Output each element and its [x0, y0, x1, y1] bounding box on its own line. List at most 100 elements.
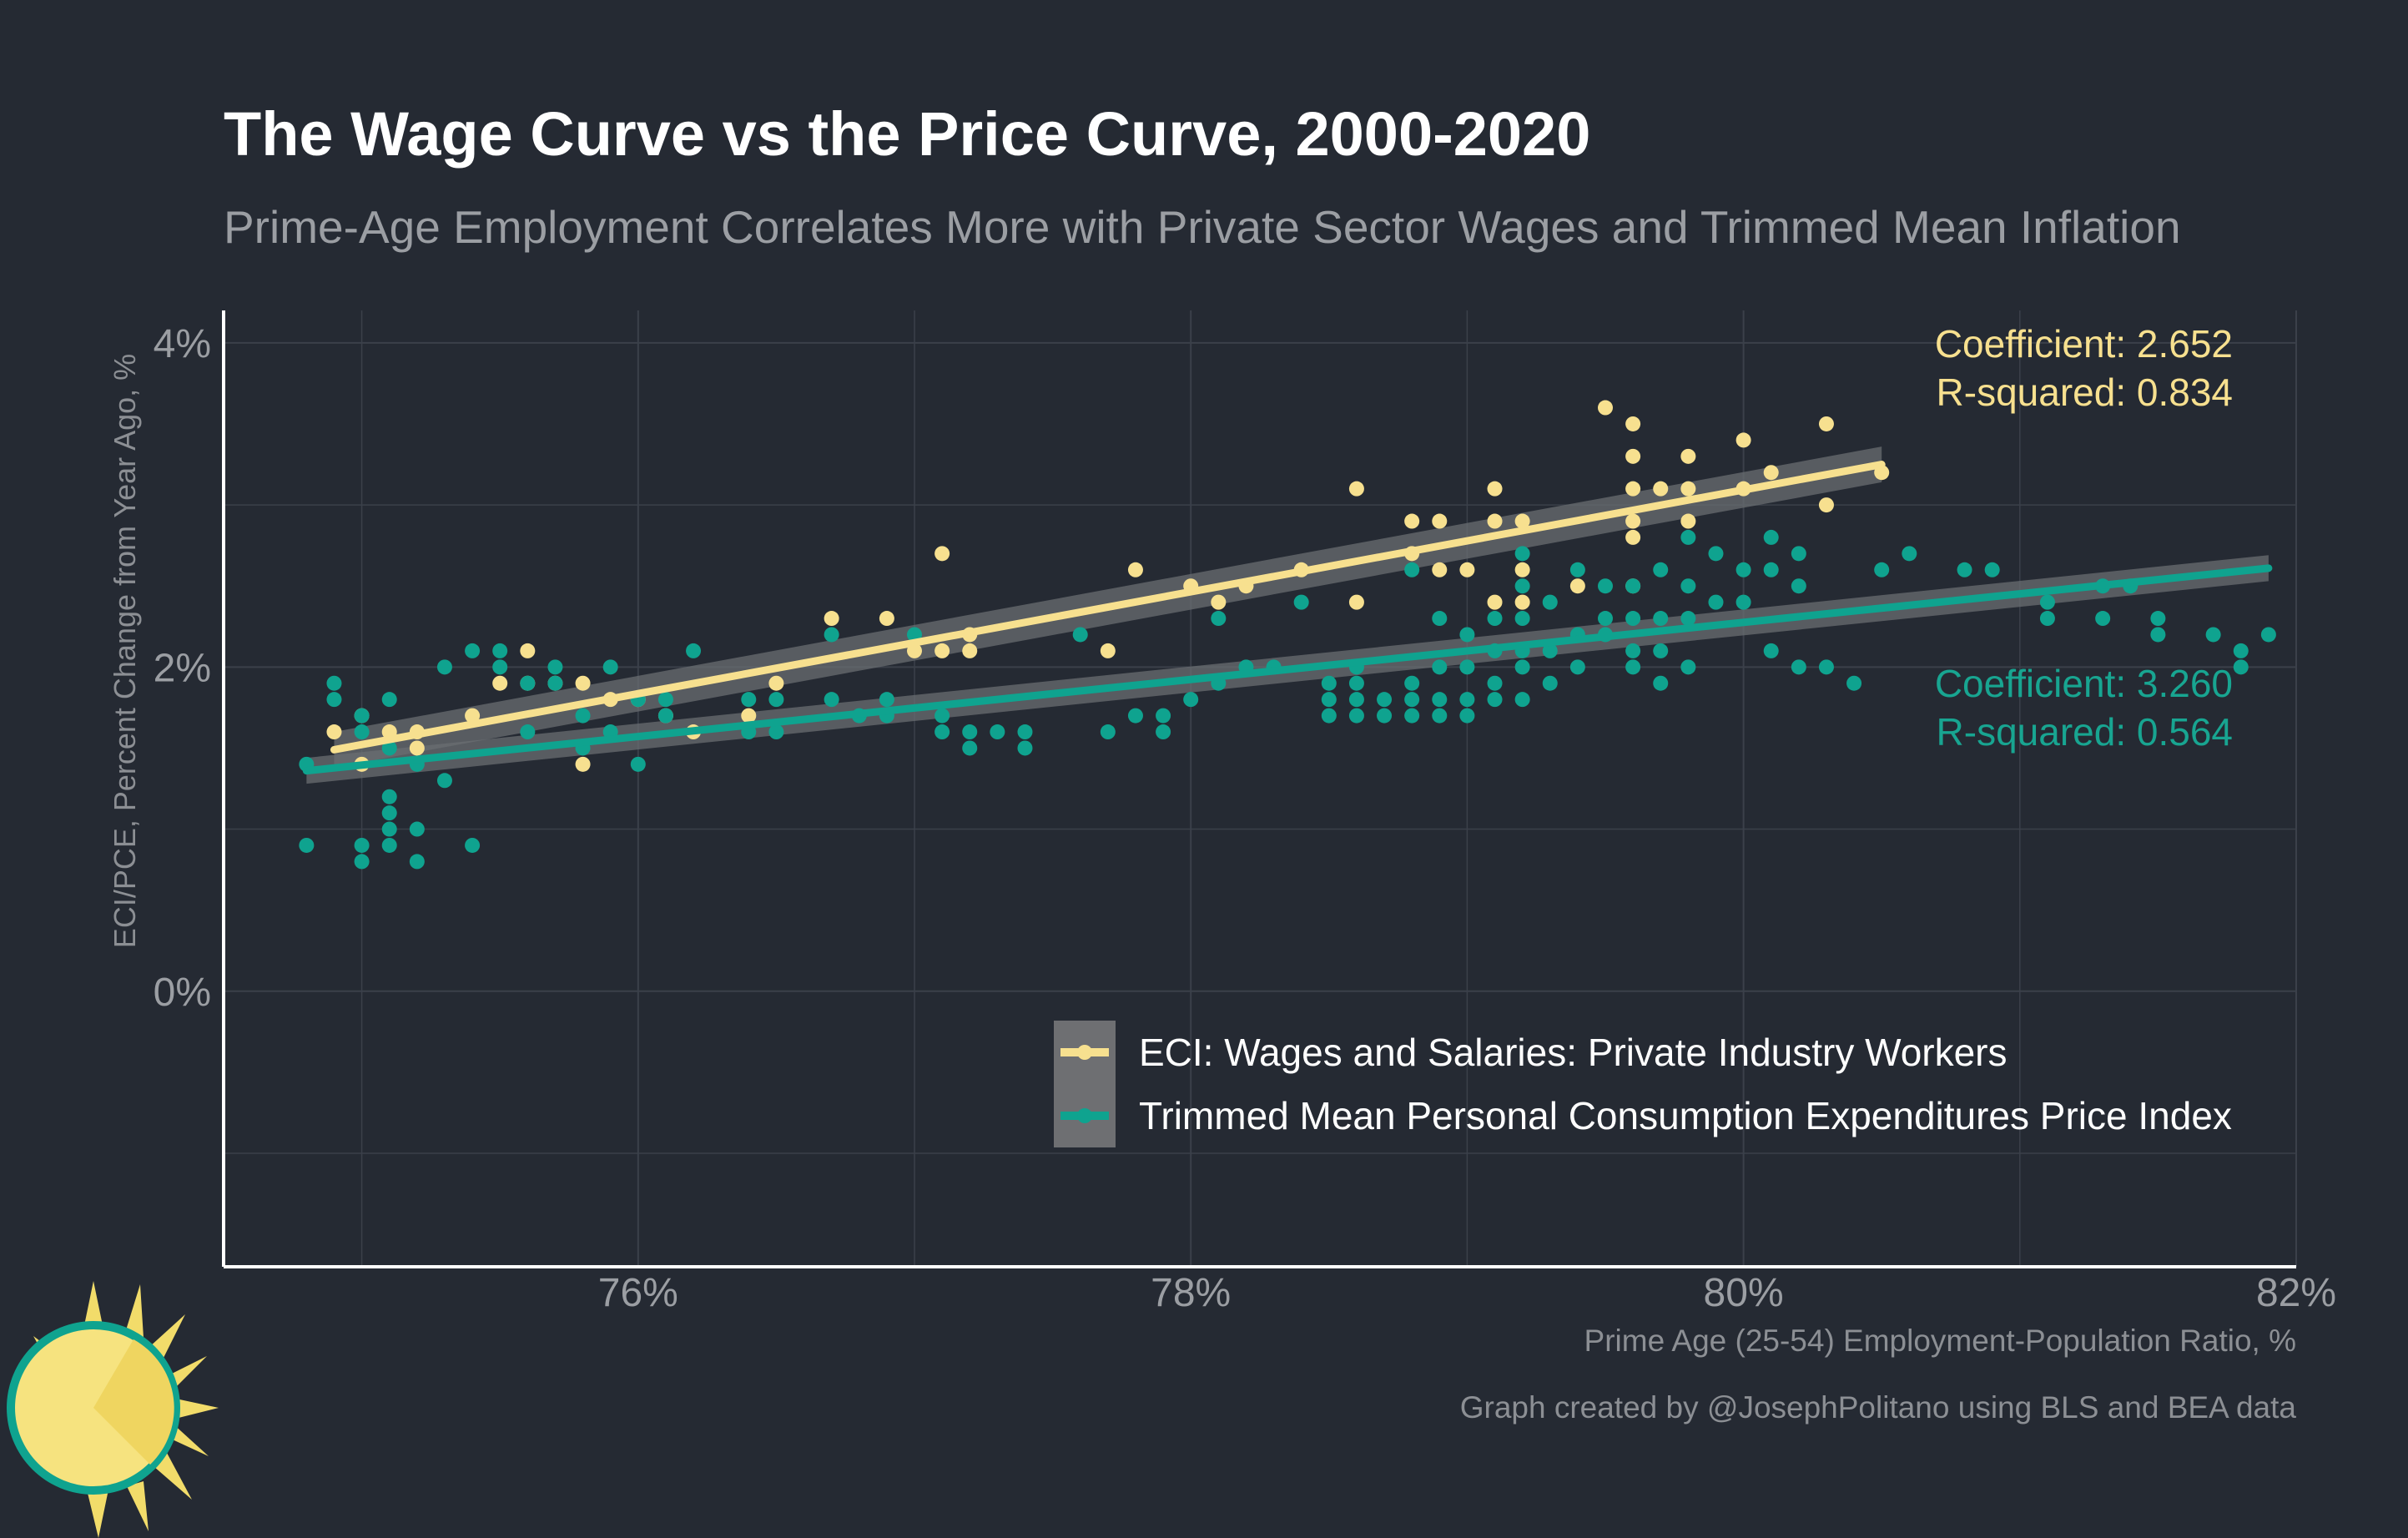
price-point	[1514, 692, 1530, 708]
wage-point	[1514, 562, 1530, 577]
chart-subtitle: Prime-Age Employment Correlates More wit…	[224, 201, 2181, 253]
wage-point	[1818, 497, 1834, 513]
wage-point	[1127, 562, 1143, 577]
wage-coefficient: Coefficient: 2.652	[1934, 322, 2233, 366]
wage-point	[741, 708, 757, 724]
price-point	[1156, 708, 1171, 724]
price-point	[1459, 708, 1475, 724]
price-point	[1791, 659, 1806, 675]
price-point	[2039, 594, 2055, 610]
price-point	[520, 675, 536, 691]
price-point	[436, 659, 452, 675]
price-point	[492, 659, 508, 675]
price-point	[1902, 546, 1917, 562]
price-point	[2233, 659, 2249, 675]
price-point	[1653, 562, 1669, 577]
price-point	[934, 724, 950, 740]
price-point	[381, 821, 397, 837]
wage-point	[1348, 481, 1364, 497]
price-point	[1404, 562, 1420, 577]
price-point	[1763, 562, 1779, 577]
price-point	[1708, 594, 1724, 610]
price-point	[1542, 675, 1558, 691]
tick-labels: 76% 78% 80% 82% 0% 2% 4%	[154, 322, 2336, 1315]
price-point	[1377, 692, 1393, 708]
price-point	[686, 643, 702, 658]
wage-fit-line	[330, 461, 1886, 754]
price-point	[326, 675, 342, 691]
price-point	[1127, 708, 1143, 724]
price-point	[1874, 562, 1890, 577]
price-point	[1321, 708, 1337, 724]
wage-point	[1100, 643, 1116, 658]
wage-point	[1432, 513, 1448, 529]
legend-label-wages: ECI: Wages and Salaries: Private Industr…	[1139, 1031, 2008, 1074]
price-point	[1791, 578, 1806, 594]
wage-point	[1735, 432, 1751, 448]
wage-point	[520, 643, 536, 658]
price-point	[326, 692, 342, 708]
price-point	[1542, 643, 1558, 658]
price-point	[2150, 627, 2166, 643]
price-point	[354, 837, 370, 853]
price-point	[1957, 562, 1972, 577]
price-point	[1680, 578, 1696, 594]
price-point	[1514, 611, 1530, 627]
price-point	[381, 789, 397, 804]
price-point	[2260, 627, 2276, 643]
price-point	[2205, 627, 2221, 643]
price-point	[1514, 578, 1530, 594]
price-point	[547, 675, 563, 691]
price-point	[1100, 724, 1116, 740]
price-point	[741, 692, 757, 708]
price-point	[962, 724, 978, 740]
price-point	[768, 724, 784, 740]
price-point	[465, 643, 481, 658]
price-point	[1653, 611, 1669, 627]
price-point	[657, 708, 673, 724]
price-point	[1348, 708, 1364, 724]
y-tick-label: 2%	[154, 646, 211, 690]
price-point	[1625, 578, 1641, 594]
price-point	[2039, 611, 2055, 627]
price-point	[1653, 675, 1669, 691]
price-point	[1514, 659, 1530, 675]
price-point	[2095, 611, 2111, 627]
price-point	[520, 724, 536, 740]
price-point	[1211, 611, 1227, 627]
legend-key-wages	[1054, 1021, 1116, 1084]
price-point	[1542, 594, 1558, 610]
price-point	[2233, 643, 2249, 658]
price-point	[879, 692, 894, 708]
price-point	[1569, 562, 1585, 577]
wage-point	[1487, 481, 1503, 497]
axes	[222, 310, 2296, 1268]
price-point	[299, 837, 315, 853]
legend-key-prices	[1054, 1084, 1116, 1147]
wage-point	[1625, 481, 1641, 497]
price-point	[630, 756, 646, 772]
wage-point	[1625, 513, 1641, 529]
price-fit-annotation: Coefficient: 3.260 R-squared: 0.564	[1935, 659, 2233, 756]
price-point	[354, 854, 370, 870]
price-point	[1404, 708, 1420, 724]
price-point	[381, 805, 397, 821]
price-point	[1598, 611, 1613, 627]
wage-point	[1680, 448, 1696, 464]
price-point	[1432, 659, 1448, 675]
price-point	[990, 724, 1005, 740]
wage-point	[1487, 594, 1503, 610]
price-point	[1653, 643, 1669, 658]
price-point	[1598, 578, 1613, 594]
price-point	[1708, 546, 1724, 562]
price-point	[575, 708, 591, 724]
wage-point	[1818, 416, 1834, 431]
price-point	[1321, 675, 1337, 691]
wage-point	[1625, 416, 1641, 431]
wage-point	[1569, 578, 1585, 594]
price-fit-line	[302, 564, 2273, 775]
price-point	[1459, 627, 1475, 643]
price-point	[602, 659, 618, 675]
price-point	[1735, 562, 1751, 577]
